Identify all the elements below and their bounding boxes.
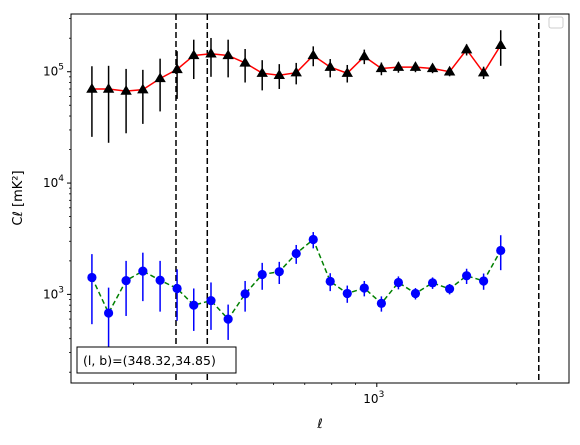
data-point-circle — [462, 271, 472, 281]
data-point-circle — [376, 298, 386, 309]
data-point-triangle — [324, 61, 336, 71]
data-point-triangle — [495, 39, 507, 49]
data-point-triangle — [358, 50, 371, 61]
y-axis-label: Cℓ [mK²] — [11, 170, 26, 225]
annotation-text: (l, b)=(348.32,34.85) — [83, 353, 216, 368]
data-point-circle — [308, 234, 318, 245]
data-point-triangle — [409, 61, 422, 71]
data-point-triangle — [205, 47, 217, 58]
data-point-triangle — [256, 67, 268, 77]
data-point-circle — [103, 308, 114, 318]
data-point-triangle — [443, 65, 456, 76]
data-point-triangle — [375, 62, 388, 73]
data-point-circle — [427, 278, 438, 288]
data-point-triangle — [86, 82, 98, 93]
data-point-triangle — [290, 66, 302, 77]
data-point-triangle — [273, 69, 285, 79]
data-point-triangle — [120, 85, 132, 95]
data-point-triangle — [171, 63, 183, 74]
data-point-circle — [257, 269, 267, 280]
data-point-circle — [393, 277, 404, 288]
plot-frame — [70, 13, 570, 384]
data-point-circle — [223, 314, 233, 324]
data-point-circle — [496, 245, 506, 256]
data-point-circle — [87, 272, 97, 283]
data-point-circle — [240, 289, 250, 299]
legend — [548, 16, 564, 29]
series-1 — [86, 30, 507, 143]
data-point-circle — [172, 283, 182, 294]
data-point-triangle — [477, 66, 490, 77]
annotation-box — [76, 346, 237, 374]
data-point-triangle — [426, 62, 439, 73]
data-point-circle — [291, 248, 301, 259]
data-point-circle — [410, 288, 421, 299]
data-point-circle — [445, 284, 455, 294]
vertical-lines — [175, 14, 540, 383]
legend-box — [548, 16, 564, 29]
data-point-circle — [479, 276, 489, 286]
data-point-triangle — [307, 49, 319, 60]
data-point-circle — [138, 266, 148, 276]
data-point-triangle — [188, 49, 200, 60]
series-2 — [87, 232, 506, 370]
data-point-circle — [359, 283, 369, 293]
data-point-circle — [206, 295, 216, 306]
data-point-circle — [342, 288, 352, 299]
data-point-triangle — [239, 56, 251, 67]
data-point-triangle — [154, 72, 166, 83]
x-axis-label: ℓ — [316, 417, 322, 432]
data-point-triangle — [341, 67, 353, 77]
data-point-circle — [155, 275, 165, 285]
data-point-circle — [274, 267, 284, 277]
data-point-triangle — [460, 43, 473, 54]
data-point-triangle — [392, 61, 405, 71]
plot-area — [71, 14, 569, 383]
data-point-triangle — [137, 83, 149, 94]
plot-background — [71, 14, 569, 383]
data-point-circle — [121, 276, 131, 286]
coordinate-annotation: (l, b)=(348.32,34.85) — [76, 346, 237, 374]
series-layer — [86, 30, 507, 370]
data-point-circle — [189, 300, 199, 310]
data-point-triangle — [222, 49, 234, 60]
data-point-triangle — [102, 82, 115, 93]
data-point-circle — [325, 276, 335, 286]
